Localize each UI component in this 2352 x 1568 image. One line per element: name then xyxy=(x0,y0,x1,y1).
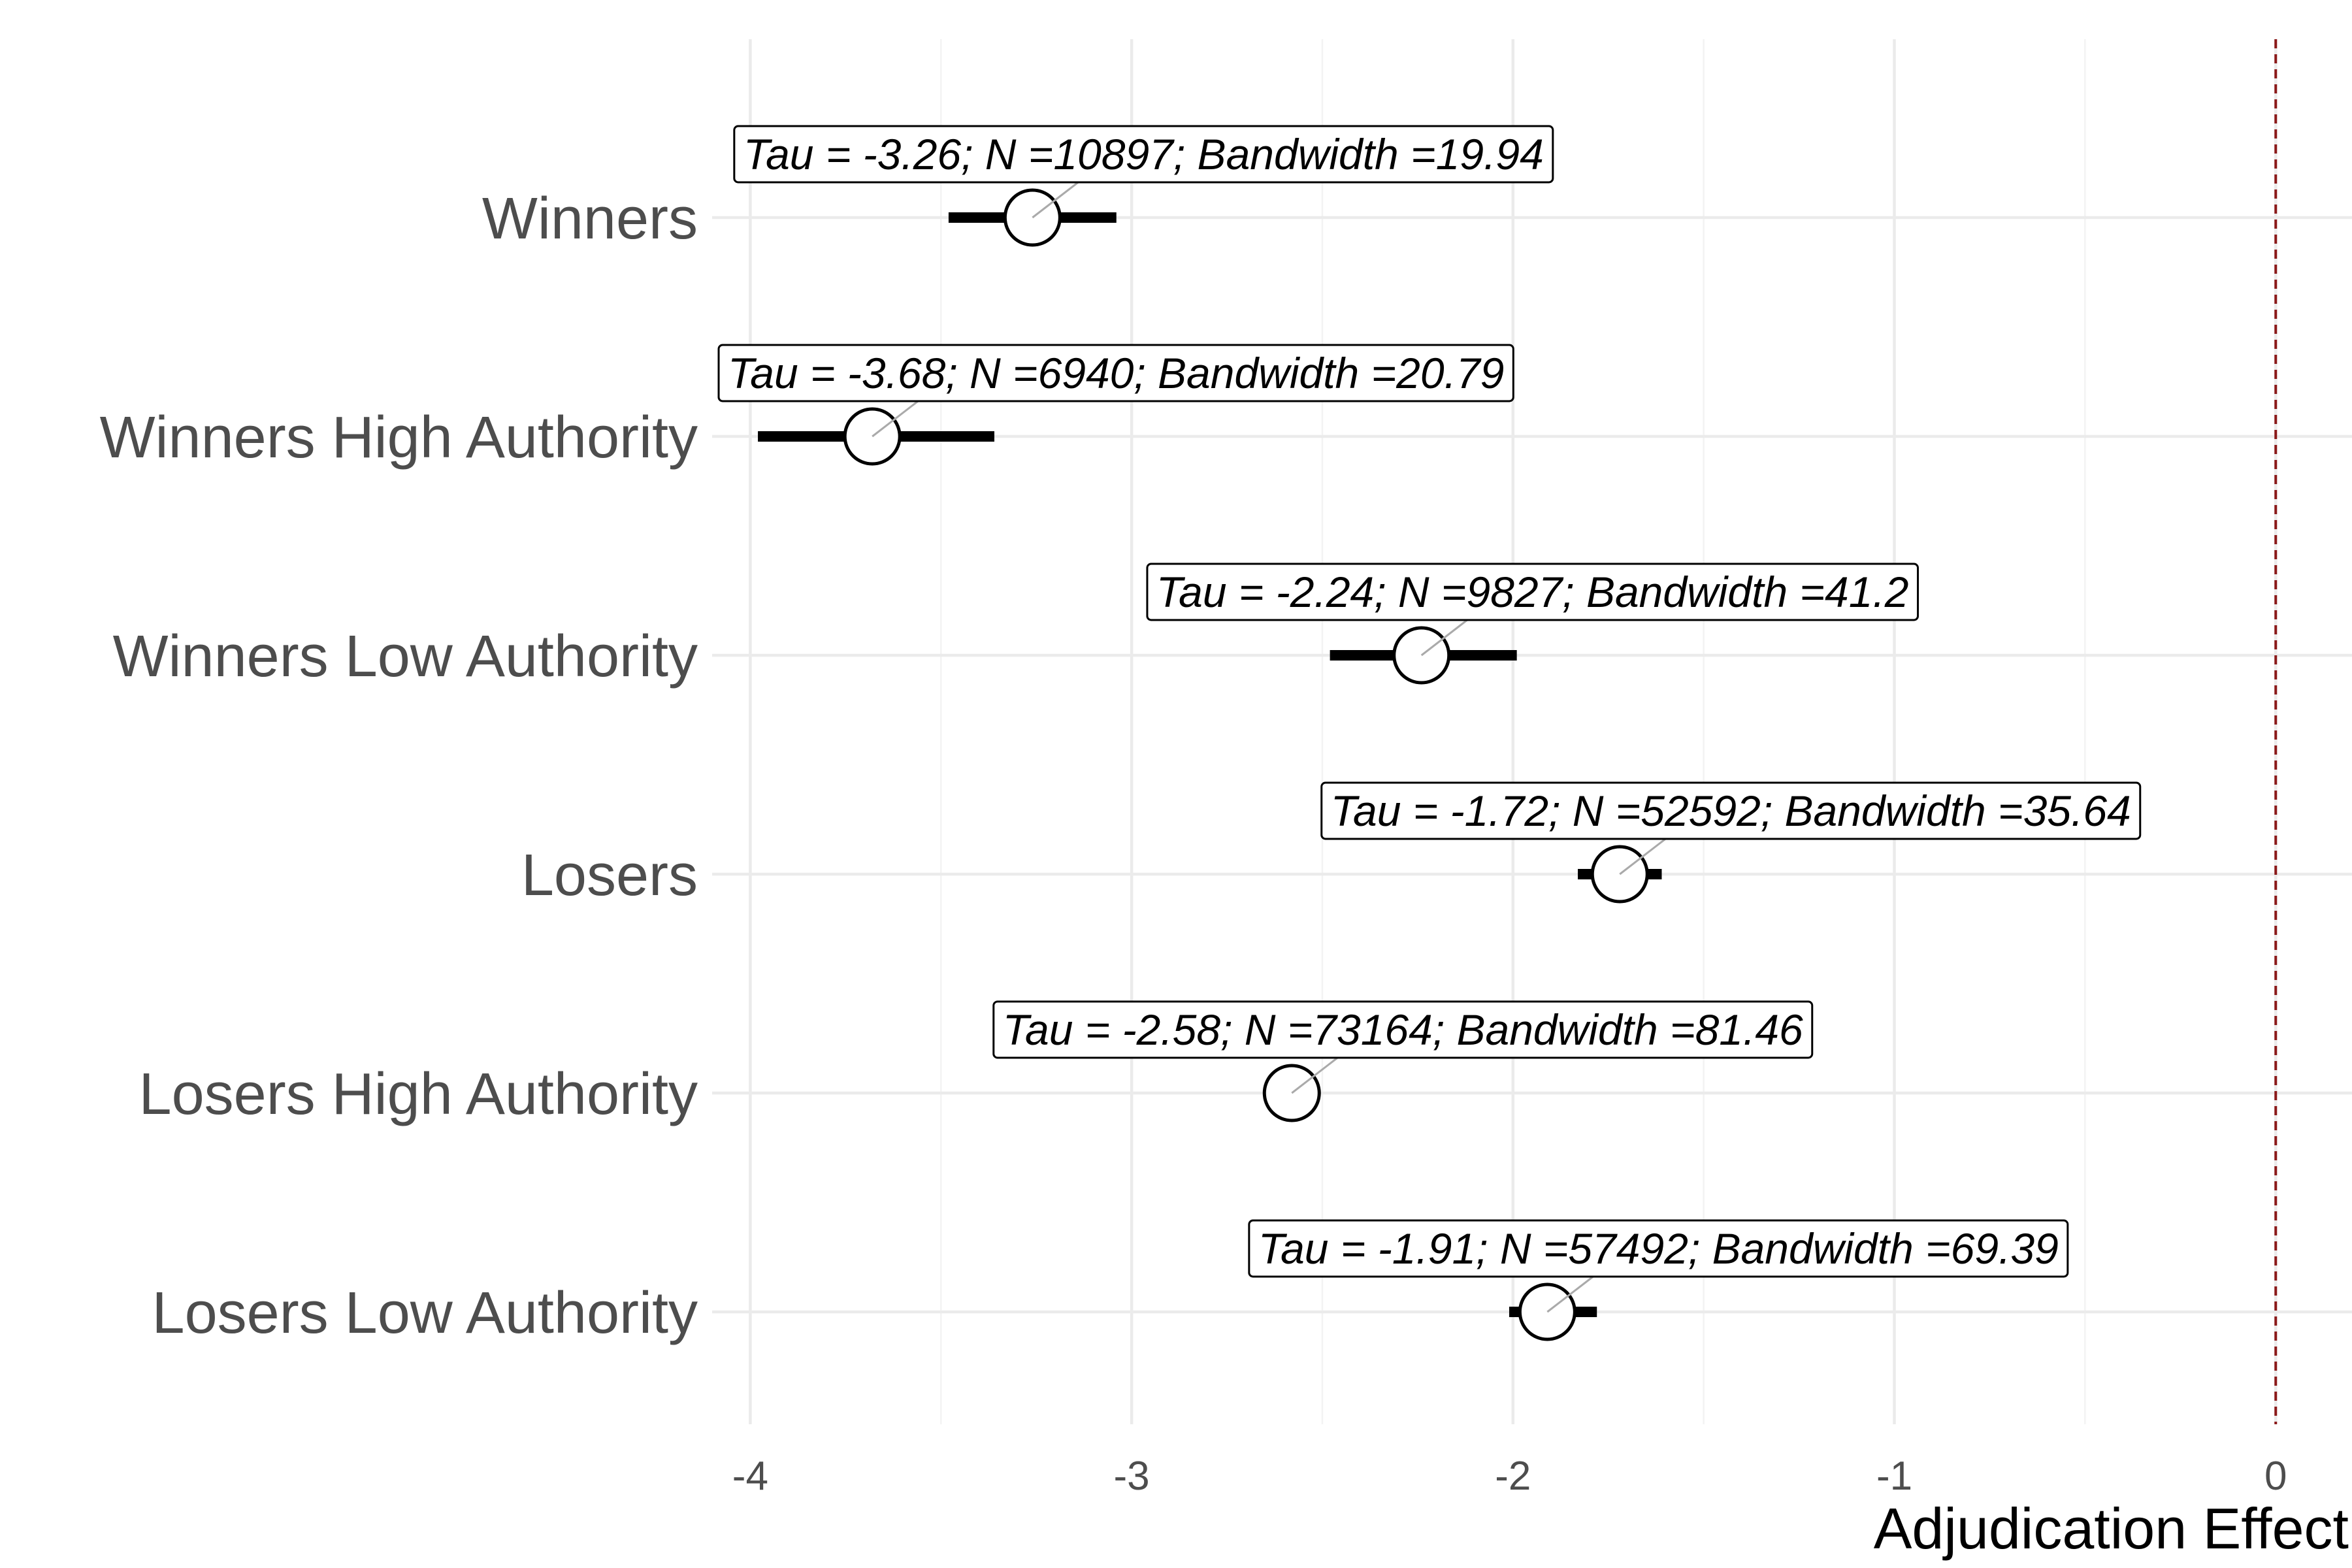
annotation: Tau = -3.68; N =6940; Bandwidth =20.79 xyxy=(717,344,1514,438)
x-tick-label: -3 xyxy=(1114,1454,1150,1499)
annotation-leader xyxy=(1619,838,1667,875)
annotation-text: Tau = -1.91; N =57492; Bandwidth =69.39 xyxy=(1258,1224,2059,1273)
annotation-box xyxy=(1248,1219,2069,1278)
x-tick-label: -4 xyxy=(732,1454,768,1499)
x-tick-label: -2 xyxy=(1495,1454,1531,1499)
category-label: Losers High Authority xyxy=(139,1062,698,1127)
category-labels: Winners Winners High Authority Winners Low… xyxy=(100,186,698,1346)
category-label: Losers Low Authority xyxy=(152,1281,698,1346)
annotation-box xyxy=(717,344,1514,402)
category-label: Losers xyxy=(521,843,698,908)
annotation-text: Tau = -1.72; N =52592; Bandwidth =35.64 xyxy=(1331,787,2131,835)
annotation-box xyxy=(733,125,1554,184)
annotation-box xyxy=(1146,563,1919,621)
annotation-text: Tau = -2.58; N =73164; Bandwidth =81.46 xyxy=(1003,1005,1803,1054)
annotation-text: Tau = -2.24; N =9827; Bandwidth =41.2 xyxy=(1156,568,1909,616)
annotation: Tau = -2.24; N =9827; Bandwidth =41.2 xyxy=(1146,563,1919,657)
x-tick-label: -1 xyxy=(1876,1454,1912,1499)
annotation-box xyxy=(1320,781,2142,840)
grid xyxy=(712,39,2352,1424)
annotation-text: Tau = -3.68; N =6940; Bandwidth =20.79 xyxy=(728,349,1504,397)
annotation-leader xyxy=(1420,619,1468,657)
annotation: Tau = -1.72; N =52592; Bandwidth =35.64 xyxy=(1320,781,2142,875)
x-tick-labels: -4 -3 -2 -1 0 xyxy=(732,1454,2287,1499)
category-label: Winners Low Authority xyxy=(113,624,698,689)
annotation-leader xyxy=(1032,181,1079,219)
annotation-leader xyxy=(1291,1056,1339,1094)
annotation-text: Tau = -3.26; N =10897; Bandwidth =19.94 xyxy=(743,130,1544,178)
annotations: Tau = -3.26; N =10897; Bandwidth =19.94 T… xyxy=(717,125,2142,1313)
x-tick-label: 0 xyxy=(2264,1454,2287,1499)
x-axis-title: Adjudication Effect xyxy=(1874,1496,2349,1561)
category-label: Winners xyxy=(482,186,698,252)
annotation-leader xyxy=(1546,1275,1594,1313)
annotation-box xyxy=(992,1000,1814,1059)
annotation: Tau = -3.26; N =10897; Bandwidth =19.94 xyxy=(733,125,1554,219)
annotation: Tau = -1.91; N =57492; Bandwidth =69.39 xyxy=(1248,1219,2069,1313)
annotation: Tau = -2.58; N =73164; Bandwidth =81.46 xyxy=(992,1000,1814,1094)
annotation-leader xyxy=(872,400,919,438)
category-label: Winners High Authority xyxy=(100,405,698,470)
